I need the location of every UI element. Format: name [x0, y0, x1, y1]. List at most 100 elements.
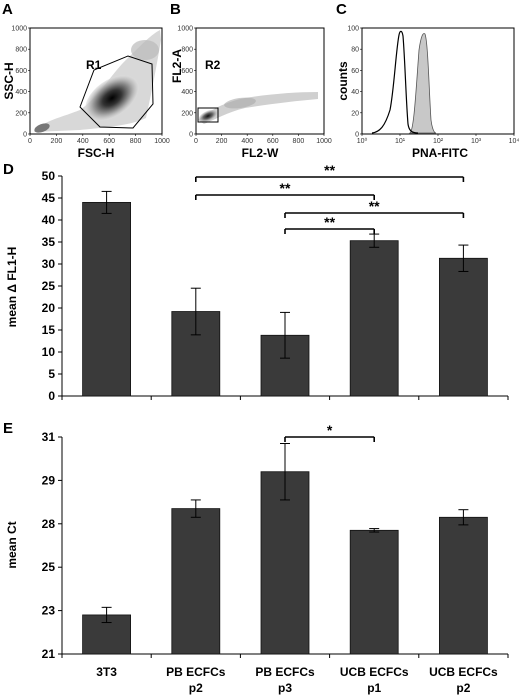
panel-c-xtick-label: 10⁴	[509, 138, 520, 145]
panel-d-chart: 0 5 10 15 20 25 30 35 40 45 50 ** ** ** **	[42, 162, 509, 403]
panel-c-xtick-label: 10¹	[395, 138, 406, 145]
panel-b-letter: B	[170, 1, 181, 18]
x-category-label: PB ECFCs	[166, 665, 226, 679]
panel-c-xtick-label: 10²	[433, 138, 444, 145]
panel-c-ytick-label: 100	[347, 26, 359, 33]
panel-c-ytick-label: 20	[351, 110, 359, 117]
significance-label: **	[369, 198, 380, 214]
panel-a-ytick-label: 800	[15, 47, 27, 54]
y-tick-label: 21	[42, 647, 56, 661]
panel-b-xlabel: FL2-W	[242, 146, 279, 160]
panel-c-ytick-label: 40	[351, 89, 359, 96]
panel-a-letter: A	[2, 1, 13, 18]
y-tick-label: 45	[42, 191, 56, 205]
panel-a-ylabel: SSC-H	[2, 62, 16, 99]
panel-c-ytick-label: 0	[355, 132, 359, 139]
stained-histogram	[408, 33, 437, 134]
significance-label: **	[324, 214, 335, 230]
y-tick-label: 10	[42, 345, 56, 359]
panel-a-ytick-label: 0	[23, 132, 27, 139]
panel-c-xlabel: PNA-FITC	[412, 146, 468, 160]
panel-b-ytick-label: 0	[189, 132, 193, 139]
x-category-label: p2	[456, 681, 470, 695]
y-tick-label: 25	[42, 279, 56, 293]
panel-a-xtick-label: 800	[130, 138, 142, 145]
panel-b-density	[197, 92, 318, 124]
y-tick-label: 50	[42, 169, 56, 183]
panel-c-ylabel: counts	[336, 61, 350, 101]
x-category-label: PB ECFCs	[255, 665, 315, 679]
gate-r1-polygon	[79, 55, 154, 129]
panel-c-ytick-label: 80	[351, 47, 359, 54]
panel-a-ytick-label: 600	[15, 68, 27, 75]
y-tick-label: 20	[42, 301, 56, 315]
panel-a-ytick-label: 1000	[11, 26, 27, 33]
x-category-label: p1	[367, 681, 381, 695]
panel-b: B R2 0 200 400 600 800 100002004006008001000 …	[170, 1, 332, 160]
panel-a-xtick-label: 200	[51, 138, 63, 145]
bar	[438, 516, 488, 655]
bar	[438, 257, 488, 397]
panel-c-xtick-label: 10³	[471, 138, 482, 145]
panel-d-ylabel: mean Δ FL1-H	[5, 247, 19, 328]
panel-c: C 10⁰ 10¹ 10² 10³ 10⁴ 0 20 40 60 80 100 PNA-FITC c…	[336, 1, 519, 160]
y-tick-label: 23	[42, 604, 56, 618]
panel-b-xtick-label: 0	[194, 138, 198, 145]
y-tick-label: 28	[42, 517, 56, 531]
panel-b-xtick-label: 600	[267, 138, 279, 145]
y-tick-label: 0	[48, 389, 55, 403]
panel-c-letter: C	[336, 1, 347, 18]
y-tick-label: 35	[42, 235, 56, 249]
panel-b-xtick-label: 400	[241, 138, 253, 145]
x-category-label: p2	[189, 681, 203, 695]
y-tick-label: 30	[42, 257, 56, 271]
bar	[260, 471, 310, 655]
panel-a: A R1 0 200 400 600 800 100002004006008001000 …	[2, 1, 170, 160]
panel-b-ylabel: FL2-A	[170, 49, 184, 83]
panel-a-ytick-label: 200	[15, 110, 27, 117]
panel-a-xtick-label: 400	[77, 138, 89, 145]
y-tick-label: 40	[42, 213, 56, 227]
unstained-histogram	[371, 30, 419, 134]
panel-e: E mean Ct 21 23 25 28 29 31 3T3 PB ECFCs p2 PB EC…	[3, 420, 509, 695]
bar	[82, 201, 131, 397]
panel-b-xtick-label: 800	[293, 138, 305, 145]
panel-a-density	[34, 30, 161, 133]
significance-label: **	[280, 180, 291, 196]
y-tick-label: 15	[42, 323, 56, 337]
gate-r1-label: R1	[86, 58, 102, 72]
panel-e-letter: E	[3, 420, 13, 437]
y-tick-label: 29	[42, 473, 56, 487]
panel-c-frame	[361, 27, 515, 135]
panel-a-ytick-label: 400	[15, 89, 27, 96]
panel-d-letter: D	[3, 161, 14, 178]
panel-b-xtick-label: 1000	[316, 138, 332, 145]
panel-a-xtick-label: 1000	[154, 138, 170, 145]
bar	[349, 529, 399, 655]
panel-e-chart: 21 23 25 28 29 31 3T3 PB ECFCs p2 PB ECFCs p3 UCB E…	[42, 422, 509, 695]
x-category-label: UCB ECFCs	[340, 665, 409, 679]
panel-b-ytick-label: 800	[181, 47, 193, 54]
significance-label: **	[324, 162, 335, 178]
significance-label: *	[327, 422, 333, 438]
gate-r2-label: R2	[205, 58, 221, 72]
bar	[171, 508, 221, 655]
panel-b-xtick-label: 200	[216, 138, 228, 145]
panel-d: D mean Δ FL1-H 0 5 10 15 20 25 30 35 40 45 50 ** ** *…	[3, 161, 509, 403]
y-tick-label: 5	[48, 367, 55, 381]
gate-r2-rect	[197, 107, 219, 123]
panel-e-ylabel: mean Ct	[5, 521, 19, 568]
x-category-label: 3T3	[96, 665, 117, 679]
panel-b-ytick-label: 200	[181, 110, 193, 117]
panel-b-ytick-label: 400	[181, 89, 193, 96]
panel-a-xtick-label: 600	[103, 138, 115, 145]
panel-a-xlabel: FSC-H	[78, 146, 115, 160]
x-category-label: UCB ECFCs	[429, 665, 498, 679]
x-category-label: p3	[278, 681, 292, 695]
panel-b-ytick-label: 600	[181, 68, 193, 75]
panel-a-xtick-label: 0	[28, 138, 32, 145]
y-tick-label: 25	[42, 560, 56, 574]
y-tick-label: 31	[42, 430, 56, 444]
panel-b-ytick-label: 1000	[177, 26, 193, 33]
